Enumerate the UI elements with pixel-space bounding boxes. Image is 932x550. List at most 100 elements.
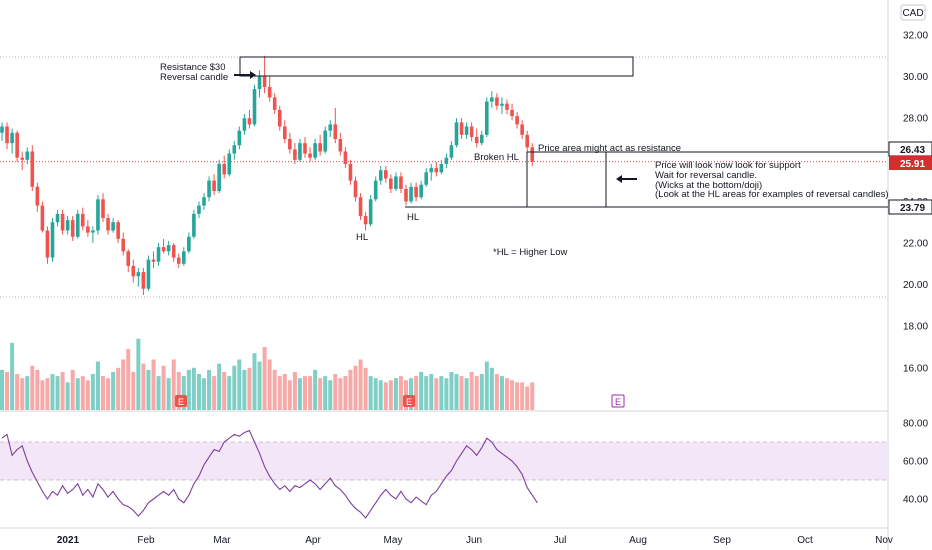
candle-body[interactable] (505, 103, 509, 110)
candle-body[interactable] (464, 126, 469, 135)
candle-body[interactable] (146, 259, 151, 289)
candle-body[interactable] (70, 220, 75, 237)
currency-badge[interactable] (900, 4, 926, 21)
resistance-zone-box[interactable] (239, 56, 634, 77)
candle-body[interactable] (116, 222, 120, 239)
candle-body[interactable] (111, 222, 115, 231)
candle-body[interactable] (338, 139, 343, 152)
candle-body[interactable] (237, 130, 242, 146)
candle-body[interactable] (156, 247, 161, 262)
candle-body[interactable] (449, 145, 454, 158)
candle-body[interactable] (171, 245, 176, 258)
candle-body[interactable] (394, 176, 398, 189)
candle-body[interactable] (15, 132, 19, 158)
earnings-event-icon[interactable]: E (175, 395, 187, 407)
candle-body[interactable] (373, 180, 378, 200)
candle-body[interactable] (348, 163, 353, 181)
candle-body[interactable] (35, 186, 40, 206)
candle-body[interactable] (65, 220, 70, 231)
candle-body[interactable] (399, 176, 403, 189)
candle-body[interactable] (257, 76, 262, 90)
candle-body[interactable] (429, 168, 434, 173)
candle-body[interactable] (91, 230, 95, 233)
candle-body[interactable] (384, 170, 388, 179)
candle-body[interactable] (485, 101, 489, 135)
candle-body[interactable] (525, 134, 529, 148)
candle-body[interactable] (459, 122, 464, 135)
candle-body[interactable] (50, 222, 55, 258)
candle-body[interactable] (469, 126, 474, 137)
candle-body[interactable] (252, 89, 257, 125)
candle-body[interactable] (176, 257, 181, 264)
candle-body[interactable] (277, 109, 282, 127)
candle-body[interactable] (303, 143, 307, 154)
candle-body[interactable] (25, 151, 30, 160)
candle-body[interactable] (161, 247, 166, 252)
candle-body[interactable] (288, 139, 292, 150)
candle-body[interactable] (247, 118, 252, 125)
candle-body[interactable] (151, 259, 156, 262)
candle-body[interactable] (378, 170, 383, 181)
candle-body[interactable] (454, 122, 459, 146)
candle-body[interactable] (242, 118, 247, 131)
candle-body[interactable] (136, 272, 141, 277)
candle-body[interactable] (363, 215, 368, 225)
candle-body[interactable] (20, 157, 24, 160)
candle-body[interactable] (141, 272, 146, 289)
candle-body[interactable] (182, 251, 186, 264)
rsi-line[interactable] (1, 429, 538, 519)
candle-body[interactable] (96, 199, 100, 231)
candle-body[interactable] (227, 153, 232, 175)
candle-body[interactable] (404, 188, 408, 202)
candle-body[interactable] (101, 199, 105, 219)
candle-body[interactable] (10, 132, 14, 144)
candle-body[interactable] (313, 143, 317, 158)
candle-body[interactable] (318, 143, 322, 152)
candle-body[interactable] (187, 236, 191, 252)
candle-body[interactable] (86, 226, 90, 233)
candle-body[interactable] (495, 97, 499, 106)
candle-body[interactable] (298, 143, 302, 160)
candle-body[interactable] (166, 245, 171, 252)
candle-body[interactable] (272, 97, 277, 110)
candle-body[interactable] (358, 197, 363, 216)
candle-body[interactable] (222, 163, 226, 175)
earnings-event-icon[interactable]: E (611, 394, 625, 408)
candle-body[interactable] (126, 251, 131, 266)
candle-body[interactable] (409, 186, 413, 202)
candle-body[interactable] (419, 184, 423, 198)
candle-body[interactable] (444, 157, 449, 164)
candle-body[interactable] (510, 109, 514, 117)
candle-body[interactable] (81, 213, 85, 227)
candle-body[interactable] (474, 136, 479, 144)
candle-body[interactable] (121, 238, 125, 252)
earnings-event-icon[interactable]: E (403, 395, 415, 407)
candle-body[interactable] (60, 213, 65, 231)
candle-body[interactable] (368, 199, 373, 225)
candle-body[interactable] (308, 153, 312, 158)
candle-body[interactable] (0, 126, 4, 133)
candle-body[interactable] (267, 87, 272, 98)
candle-body[interactable] (232, 145, 237, 154)
candle-body[interactable] (212, 180, 216, 191)
candle-body[interactable] (5, 126, 9, 144)
candle-body[interactable] (434, 168, 439, 173)
candle-body[interactable] (283, 126, 287, 139)
candle-body[interactable] (353, 180, 358, 198)
candle-body[interactable] (192, 213, 196, 237)
candle-body[interactable] (343, 151, 348, 164)
candle-body[interactable] (333, 124, 338, 139)
candle-body[interactable] (45, 230, 50, 258)
candle-body[interactable] (500, 103, 504, 106)
candle-body[interactable] (131, 265, 136, 277)
candle-body[interactable] (197, 205, 201, 214)
candle-body[interactable] (217, 163, 221, 191)
candle-body[interactable] (55, 213, 60, 223)
candle-body[interactable] (490, 97, 494, 102)
candle-body[interactable] (424, 172, 428, 185)
candle-body[interactable] (389, 178, 393, 189)
candle-body[interactable] (106, 218, 110, 231)
candle-body[interactable] (293, 149, 297, 160)
candle-body[interactable] (439, 163, 444, 173)
